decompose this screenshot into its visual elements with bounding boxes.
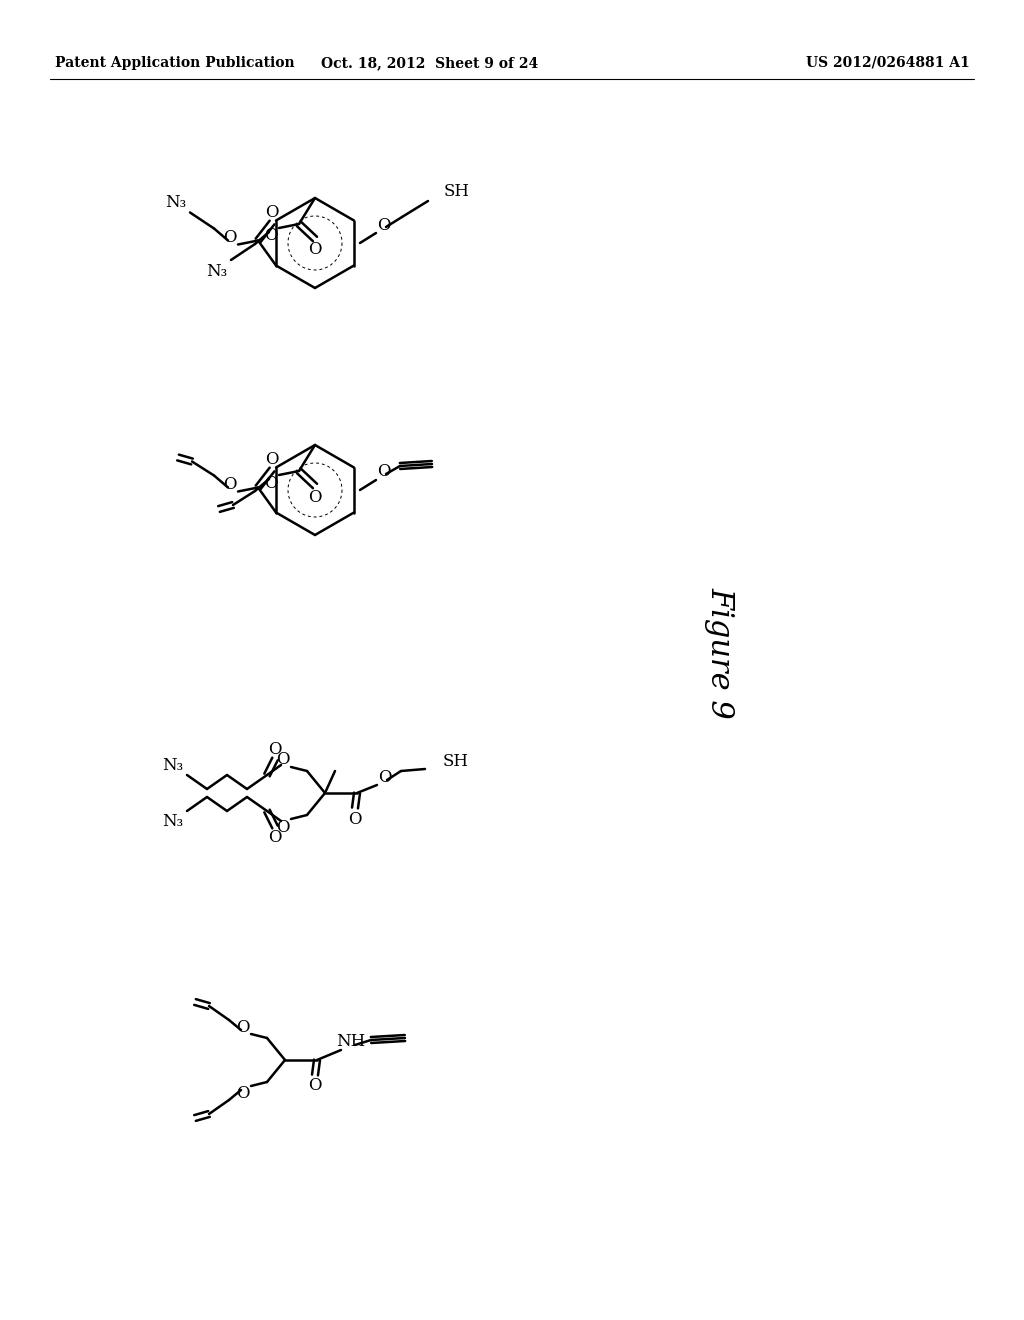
Text: O: O — [276, 751, 290, 768]
Text: Oct. 18, 2012  Sheet 9 of 24: Oct. 18, 2012 Sheet 9 of 24 — [322, 55, 539, 70]
Text: N₃: N₃ — [207, 264, 227, 281]
Text: O: O — [308, 242, 322, 259]
Text: O: O — [223, 477, 237, 492]
Text: O: O — [377, 463, 391, 480]
Text: N₃: N₃ — [163, 813, 183, 829]
Text: O: O — [264, 227, 278, 244]
Text: N₃: N₃ — [166, 194, 186, 211]
Text: O: O — [348, 810, 361, 828]
Text: O: O — [265, 205, 279, 220]
Text: O: O — [237, 1019, 250, 1035]
Text: O: O — [377, 216, 391, 234]
Text: O: O — [265, 451, 279, 469]
Text: O: O — [276, 818, 290, 836]
Text: O: O — [268, 741, 282, 758]
Text: O: O — [308, 488, 322, 506]
Text: O: O — [308, 1077, 322, 1094]
Text: O: O — [378, 770, 392, 787]
Text: SH: SH — [443, 752, 469, 770]
Text: O: O — [268, 829, 282, 846]
Text: Figure 9: Figure 9 — [705, 587, 735, 719]
Text: N₃: N₃ — [163, 756, 183, 774]
Text: O: O — [223, 228, 237, 246]
Text: US 2012/0264881 A1: US 2012/0264881 A1 — [806, 55, 970, 70]
Text: O: O — [264, 474, 278, 491]
Text: NH: NH — [336, 1034, 366, 1051]
Text: SH: SH — [444, 182, 470, 199]
Text: Patent Application Publication: Patent Application Publication — [55, 55, 295, 70]
Text: O: O — [237, 1085, 250, 1102]
